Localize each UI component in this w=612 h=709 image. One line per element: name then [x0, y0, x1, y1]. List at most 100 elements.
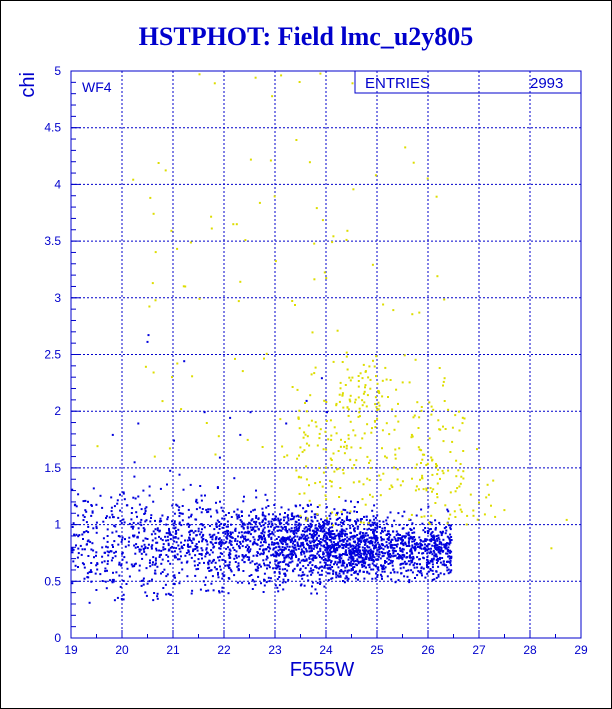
- scatter-point: [319, 530, 322, 532]
- scatter-point: [316, 519, 319, 522]
- scatter-point: [326, 517, 328, 520]
- scatter-point: [447, 568, 450, 571]
- scatter-point: [257, 575, 260, 578]
- scatter-point: [173, 527, 176, 530]
- scatter-point: [420, 547, 423, 550]
- scatter-point: [304, 402, 306, 404]
- scatter-point: [198, 562, 201, 565]
- scatter-point: [219, 555, 221, 558]
- scatter-point: [331, 526, 334, 529]
- scatter-point: [348, 543, 351, 546]
- scatter-point: [319, 548, 322, 550]
- scatter-point: [350, 531, 352, 534]
- scatter-point: [459, 482, 462, 485]
- scatter-point: [155, 549, 158, 552]
- scatter-point: [399, 537, 401, 540]
- scatter-point: [83, 563, 85, 566]
- scatter-point: [350, 535, 353, 538]
- scatter-point: [218, 543, 221, 546]
- scatter-point: [316, 592, 318, 595]
- scatter-point: [279, 561, 282, 564]
- scatter-point: [177, 509, 180, 512]
- scatter-point: [417, 543, 420, 546]
- scatter-point: [327, 544, 330, 547]
- scatter-point: [305, 519, 308, 522]
- scatter-point: [175, 541, 178, 544]
- scatter-point: [308, 557, 311, 560]
- scatter-point: [316, 506, 319, 508]
- scatter-point: [160, 520, 163, 523]
- scatter-point: [455, 475, 458, 478]
- scatter-point: [180, 546, 183, 549]
- scatter-point: [321, 530, 324, 533]
- scatter-point: [133, 544, 136, 547]
- scatter-point: [187, 549, 190, 552]
- scatter-point: [159, 517, 162, 520]
- scatter-point: [381, 567, 384, 570]
- scatter-point: [158, 529, 161, 532]
- scatter-point: [154, 532, 157, 535]
- scatter-point: [228, 561, 231, 564]
- scatter-point: [338, 532, 341, 535]
- scatter-point: [266, 564, 269, 567]
- scatter-point: [320, 556, 323, 559]
- scatter-point: [242, 535, 245, 538]
- scatter-point: [446, 508, 449, 511]
- scatter-point: [200, 494, 203, 497]
- scatter-point: [102, 537, 105, 540]
- scatter-point: [200, 536, 203, 539]
- scatter-point: [335, 543, 338, 545]
- scatter-point: [106, 528, 109, 531]
- scatter-point: [325, 448, 328, 451]
- scatter-point: [411, 552, 414, 555]
- scatter-point: [394, 581, 397, 584]
- scatter-point: [354, 401, 356, 404]
- scatter-point: [381, 527, 384, 530]
- scatter-point: [298, 409, 301, 412]
- scatter-point: [346, 576, 349, 579]
- scatter-point: [138, 548, 141, 551]
- scatter-point: [329, 544, 332, 547]
- scatter-point: [435, 544, 438, 547]
- scatter-point: [345, 444, 348, 447]
- scatter-point: [424, 538, 427, 541]
- scatter-point: [341, 361, 344, 363]
- scatter-point: [323, 566, 326, 569]
- scatter-point: [377, 408, 380, 411]
- scatter-point: [346, 515, 349, 518]
- scatter-point: [404, 146, 407, 149]
- scatter-point: [255, 542, 258, 545]
- scatter-point: [363, 565, 366, 567]
- scatter-point: [417, 446, 420, 449]
- scatter-point: [380, 547, 383, 550]
- scatter-point: [227, 525, 229, 528]
- scatter-point: [408, 518, 411, 521]
- scatter-point: [503, 509, 506, 512]
- scatter-point: [362, 560, 365, 563]
- scatter-point: [201, 528, 203, 531]
- scatter-point: [335, 529, 338, 532]
- scatter-point: [133, 563, 136, 566]
- scatter-point: [107, 554, 110, 557]
- scatter-point: [208, 533, 211, 536]
- scatter-point: [222, 531, 225, 534]
- scatter-point: [326, 564, 329, 567]
- scatter-point: [315, 513, 318, 516]
- scatter-point: [127, 544, 130, 547]
- scatter-point: [427, 530, 430, 533]
- scatter-point: [342, 564, 345, 567]
- scatter-point: [378, 547, 381, 550]
- scatter-point: [283, 525, 286, 528]
- scatter-point: [304, 530, 307, 533]
- scatter-point: [267, 550, 270, 553]
- scatter-point: [290, 527, 293, 530]
- scatter-point: [449, 541, 452, 544]
- scatter-point: [356, 534, 359, 536]
- scatter-point: [152, 561, 154, 564]
- scatter-point: [146, 340, 149, 343]
- scatter-point: [144, 520, 147, 523]
- scatter-point: [158, 549, 161, 552]
- scatter-point: [419, 544, 422, 547]
- scatter-point: [399, 547, 401, 550]
- scatter-point: [235, 223, 238, 226]
